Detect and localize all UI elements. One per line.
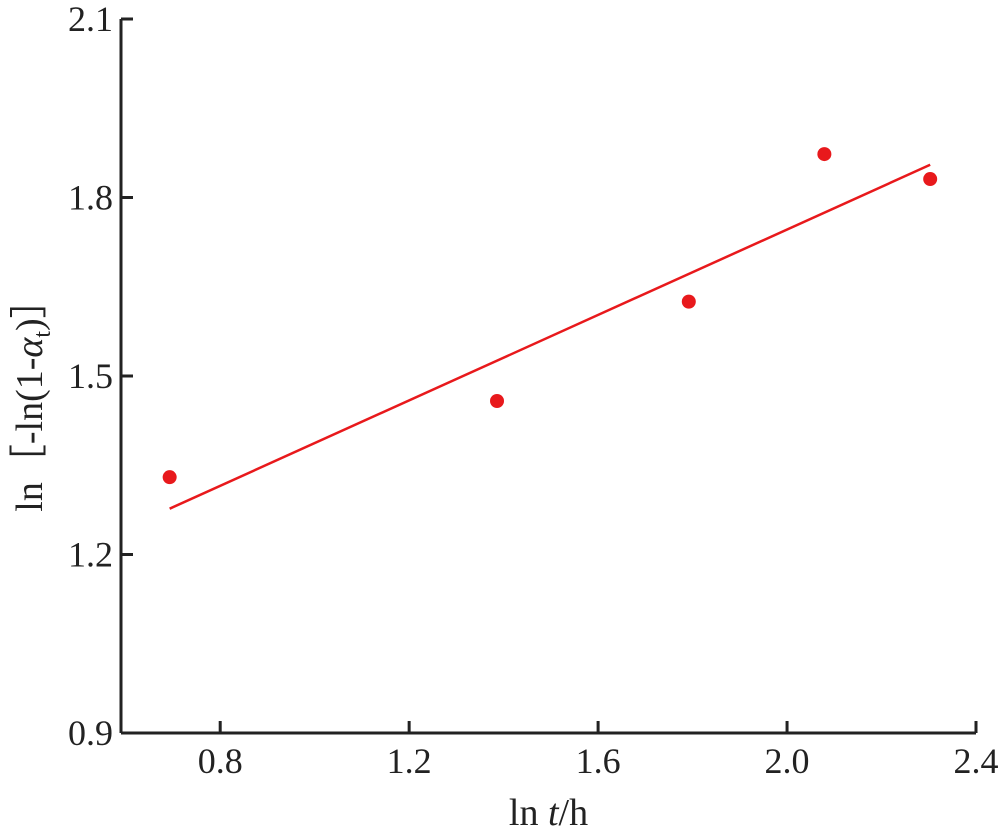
y-tick-label: 2.1: [68, 0, 113, 39]
y-tick-label: 1.5: [68, 356, 113, 396]
x-tick-label: 2.4: [954, 741, 999, 781]
y-axis-label-subscript: t: [30, 331, 56, 338]
x-axis-label-prefix: ln: [509, 792, 548, 833]
y-tick-label: 1.2: [68, 535, 113, 575]
x-axis-label: ln t/h: [509, 792, 588, 833]
plot-series: [162, 147, 938, 510]
x-ticks: 0.8 1.2 1.6 2.0 2.4: [198, 721, 999, 781]
y-tick-label: 1.8: [68, 178, 113, 218]
y-tick-label: 0.9: [68, 713, 113, 753]
data-point: [490, 393, 505, 408]
y-axis-label-prefix: ln［-ln(1-: [9, 358, 51, 512]
x-axis-label-suffix: /h: [559, 792, 589, 833]
x-axis-label-variable: t: [548, 792, 560, 833]
y-axis-label-variable: α: [9, 337, 51, 358]
data-point: [162, 470, 177, 485]
data-point: [923, 172, 938, 187]
axes: [119, 19, 976, 735]
data-point: [681, 294, 696, 309]
y-axis-label: ln［-ln(1-αt)］: [9, 280, 56, 511]
x-tick-label: 0.8: [198, 741, 243, 781]
y-ticks: 0.9 1.2 1.5 1.8 2.1: [68, 0, 133, 753]
x-tick-label: 2.0: [765, 741, 810, 781]
x-tick-label: 1.2: [387, 741, 432, 781]
fit-line: [169, 163, 931, 510]
x-tick-label: 1.6: [576, 741, 621, 781]
y-axis-label-suffix: )］: [9, 280, 51, 331]
data-point: [817, 147, 832, 162]
